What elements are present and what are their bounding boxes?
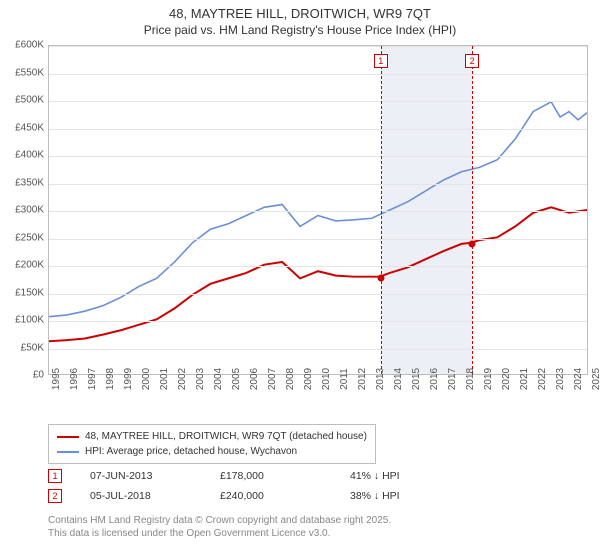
x-axis-label: 2024 — [573, 368, 584, 390]
transactions-table: 1 07-JUN-2013£178,00041% ↓ HPI 2 05-JUL-201… — [48, 466, 480, 506]
x-axis-label: 2014 — [393, 368, 404, 390]
y-axis-label: £300K — [4, 205, 44, 216]
y-axis-label: £0 — [4, 370, 44, 381]
x-axis-label: 1995 — [51, 368, 62, 390]
x-axis-label: 1996 — [69, 368, 80, 390]
gridline-h — [49, 321, 587, 322]
legend-swatch — [57, 451, 79, 453]
x-axis-label: 2002 — [177, 368, 188, 390]
x-axis-label: 2016 — [429, 368, 440, 390]
gridline-h — [49, 156, 587, 157]
x-axis-label: 1997 — [87, 368, 98, 390]
y-axis-label: £500K — [4, 95, 44, 106]
marker-badge: 1 — [374, 54, 388, 68]
legend-swatch — [57, 436, 79, 438]
marker-badge: 2 — [465, 54, 479, 68]
y-axis-label: £400K — [4, 150, 44, 161]
x-axis-label: 2009 — [303, 368, 314, 390]
marker-line — [472, 46, 473, 374]
legend-item: HPI: Average price, detached house, Wych… — [57, 444, 367, 459]
x-axis-label: 2004 — [213, 368, 224, 390]
gridline-h — [49, 211, 587, 212]
transaction-price: £240,000 — [220, 490, 350, 502]
chart-container: 48, MAYTREE HILL, DROITWICH, WR9 7QT Pri… — [0, 0, 600, 560]
legend: 48, MAYTREE HILL, DROITWICH, WR9 7QT (de… — [48, 424, 376, 464]
x-axis-label: 2010 — [321, 368, 332, 390]
x-axis-label: 2011 — [339, 368, 350, 390]
transaction-date: 05-JUL-2018 — [90, 490, 220, 502]
title-block: 48, MAYTREE HILL, DROITWICH, WR9 7QT Pri… — [0, 0, 600, 39]
x-axis-label: 2020 — [501, 368, 512, 390]
attribution-line-1: Contains HM Land Registry data © Crown c… — [48, 514, 391, 527]
x-axis-label: 2017 — [447, 368, 458, 390]
x-axis-label: 2008 — [285, 368, 296, 390]
transaction-dot — [469, 241, 476, 248]
attribution: Contains HM Land Registry data © Crown c… — [48, 514, 391, 540]
gridline-h — [49, 74, 587, 75]
x-axis-label: 2013 — [375, 368, 386, 390]
legend-label: 48, MAYTREE HILL, DROITWICH, WR9 7QT (de… — [85, 431, 367, 442]
x-axis-label: 2003 — [195, 368, 206, 390]
marker-line — [381, 46, 382, 374]
y-axis-label: £250K — [4, 232, 44, 243]
series-hpi — [49, 102, 587, 317]
x-axis-label: 2019 — [483, 368, 494, 390]
transaction-price: £178,000 — [220, 470, 350, 482]
transaction-row: 2 05-JUL-2018£240,00038% ↓ HPI — [48, 486, 480, 506]
plot-region: 12 — [48, 45, 588, 375]
x-axis-label: 2023 — [555, 368, 566, 390]
gridline-h — [49, 184, 587, 185]
y-axis-label: £450K — [4, 122, 44, 133]
chart-area: 12 £0£50K£100K£150K£200K£250K£300K£350K£… — [0, 39, 600, 419]
x-axis-label: 2005 — [231, 368, 242, 390]
x-axis-label: 2007 — [267, 368, 278, 390]
y-axis-label: £600K — [4, 40, 44, 51]
transaction-row: 1 07-JUN-2013£178,00041% ↓ HPI — [48, 466, 480, 486]
y-axis-label: £350K — [4, 177, 44, 188]
y-axis-label: £550K — [4, 67, 44, 78]
legend-label: HPI: Average price, detached house, Wych… — [85, 446, 297, 457]
x-axis-label: 2018 — [465, 368, 476, 390]
y-axis-label: £200K — [4, 260, 44, 271]
transaction-badge: 1 — [48, 469, 62, 483]
y-axis-label: £150K — [4, 287, 44, 298]
page-title: 48, MAYTREE HILL, DROITWICH, WR9 7QT — [0, 6, 600, 21]
gridline-h — [49, 129, 587, 130]
transaction-date: 07-JUN-2013 — [90, 470, 220, 482]
page-subtitle: Price paid vs. HM Land Registry's House … — [0, 23, 600, 37]
attribution-line-2: This data is licensed under the Open Gov… — [48, 527, 391, 540]
gridline-h — [49, 349, 587, 350]
y-axis-label: £50K — [4, 342, 44, 353]
x-axis-label: 1999 — [123, 368, 134, 390]
x-axis-label: 2021 — [519, 368, 530, 390]
y-axis-label: £100K — [4, 315, 44, 326]
gridline-h — [49, 266, 587, 267]
gridline-h — [49, 101, 587, 102]
x-axis-label: 2015 — [411, 368, 422, 390]
x-axis-label: 2022 — [537, 368, 548, 390]
x-axis-label: 1998 — [105, 368, 116, 390]
legend-item: 48, MAYTREE HILL, DROITWICH, WR9 7QT (de… — [57, 429, 367, 444]
gridline-h — [49, 239, 587, 240]
x-axis-label: 2001 — [159, 368, 170, 390]
x-axis-label: 2025 — [591, 368, 600, 390]
x-axis-label: 2000 — [141, 368, 152, 390]
x-axis-label: 2006 — [249, 368, 260, 390]
x-axis-label: 2012 — [357, 368, 368, 390]
gridline-h — [49, 294, 587, 295]
gridline-h — [49, 46, 587, 47]
transaction-badge: 2 — [48, 489, 62, 503]
transaction-pct: 38% ↓ HPI — [350, 490, 480, 502]
transaction-pct: 41% ↓ HPI — [350, 470, 480, 482]
transaction-dot — [377, 275, 384, 282]
line-svg — [49, 46, 587, 374]
